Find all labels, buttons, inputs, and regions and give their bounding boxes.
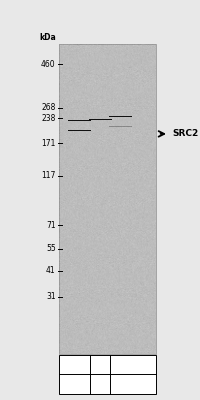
Bar	[68, 120, 91, 121]
Bar	[68, 120, 91, 121]
Bar	[109, 116, 132, 117]
Bar	[68, 120, 91, 121]
Text: 31: 31	[46, 292, 55, 301]
Text: 55: 55	[46, 244, 55, 253]
Text: 41: 41	[46, 266, 55, 276]
Bar	[109, 116, 132, 117]
Text: 50: 50	[95, 360, 105, 369]
Text: 71: 71	[46, 221, 55, 230]
Text: 50: 50	[74, 360, 85, 369]
Text: 171: 171	[41, 139, 55, 148]
Bar	[68, 120, 91, 121]
Text: TCMK: TCMK	[69, 380, 90, 388]
Bar	[109, 116, 132, 117]
Bar	[68, 120, 91, 121]
Text: 4T1: 4T1	[93, 380, 107, 388]
Bar	[68, 120, 91, 121]
Text: 50: 50	[115, 360, 125, 369]
Bar	[68, 120, 91, 121]
Bar	[109, 116, 132, 117]
Text: SRC2: SRC2	[172, 129, 198, 138]
Bar	[68, 120, 91, 121]
Text: 117: 117	[41, 171, 55, 180]
Bar	[59, 355, 155, 394]
Bar	[68, 120, 91, 121]
Bar	[59, 44, 155, 354]
Bar	[68, 120, 91, 121]
Bar	[109, 116, 132, 117]
Bar	[68, 120, 91, 121]
Text: 460: 460	[41, 60, 55, 69]
Bar	[68, 120, 91, 121]
Bar	[68, 120, 91, 121]
Text: 268: 268	[41, 103, 55, 112]
Text: kDa: kDa	[39, 33, 55, 42]
Bar	[68, 120, 91, 121]
Bar	[68, 120, 91, 121]
Bar	[109, 116, 132, 117]
Bar	[68, 120, 91, 121]
Bar	[109, 116, 132, 117]
Bar	[68, 120, 91, 121]
Bar	[68, 120, 91, 121]
Text: 238: 238	[41, 114, 55, 123]
Bar	[109, 116, 132, 117]
Text: CT26: CT26	[110, 380, 130, 388]
